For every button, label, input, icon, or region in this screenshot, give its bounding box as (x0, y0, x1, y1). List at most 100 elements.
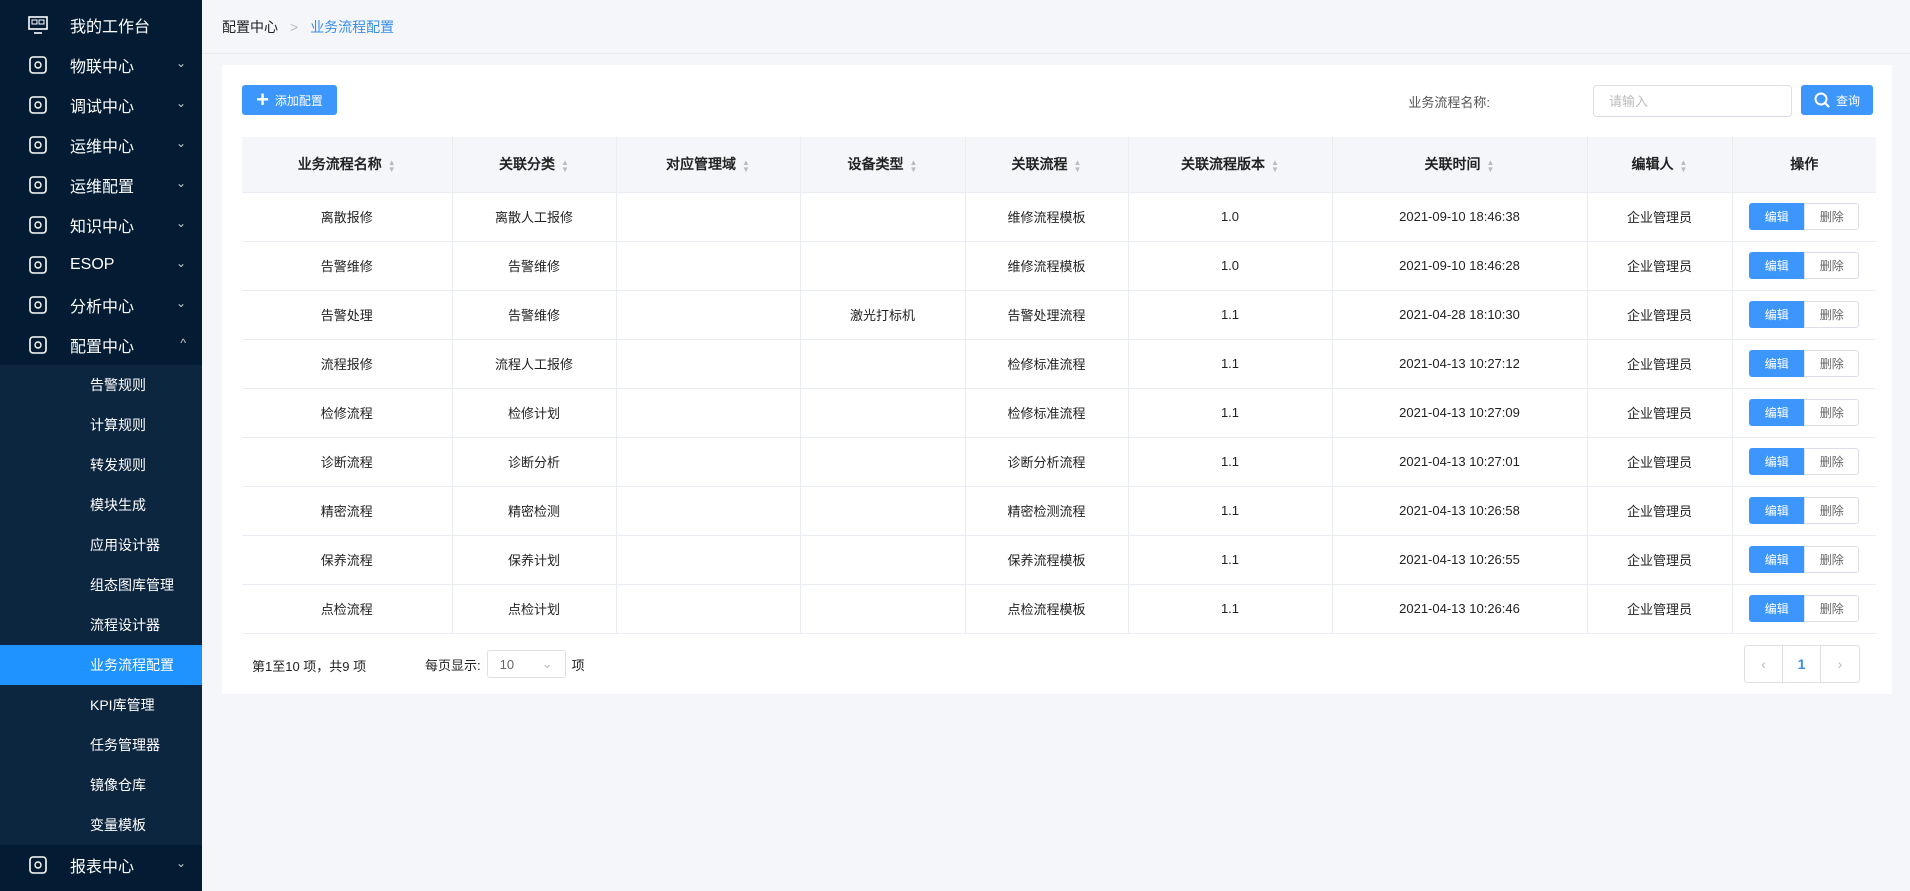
edit-button[interactable]: 编辑 (1749, 203, 1805, 230)
delete-button[interactable]: 删除 (1804, 350, 1860, 377)
sidebar-subitem[interactable]: 告警规则 (0, 365, 202, 405)
table-cell: 企业管理员 (1587, 241, 1733, 291)
sort-icon[interactable]: ▲ ▼ (387, 157, 396, 174)
search-input[interactable] (1593, 85, 1792, 117)
column-header[interactable]: 对应管理域 ▲ ▼ (616, 137, 801, 193)
page-1-button[interactable]: 1 (1783, 646, 1821, 682)
sort-icon[interactable]: ▲ ▼ (1679, 157, 1688, 174)
actions-cell: 编辑 删除 (1732, 388, 1876, 438)
edit-button[interactable]: 编辑 (1749, 399, 1805, 426)
column-header[interactable]: 关联时间 ▲ ▼ (1332, 137, 1588, 193)
sidebar-subitem[interactable]: 组态图库管理 (0, 565, 202, 605)
sidebar-item-label: 我的工作台 (70, 19, 151, 36)
delete-button[interactable]: 删除 (1804, 399, 1860, 426)
table-cell (616, 388, 801, 438)
table-cell: 企业管理员 (1587, 437, 1733, 487)
content-card: +添加配置 业务流程名称: 查询 业务流程名称▲▼关联分类▲▼对应管理域▲▼设备… (222, 65, 1892, 694)
table-cell: 流程报修 (242, 339, 453, 389)
table-cell (616, 339, 801, 389)
table-cell (616, 584, 801, 634)
table-cell: 点检流程模板 (965, 584, 1129, 634)
sort-icon[interactable]: ▲ ▼ (1486, 157, 1495, 174)
sidebar-item[interactable]: 调试中心 ⌄ (0, 85, 202, 125)
page-size-select[interactable]: 10 ⌄ (486, 650, 566, 678)
sidebar-item[interactable]: 我的工作台 (0, 5, 202, 45)
table-cell: 检修标准流程 (965, 339, 1129, 389)
table-cell: 2021-04-13 10:27:12 (1332, 339, 1588, 389)
sidebar-subitem[interactable]: 转发规则 (0, 445, 202, 485)
table-cell: 1.1 (1128, 486, 1333, 536)
sidebar-subitem[interactable]: 镜像仓库 (0, 765, 202, 805)
edit-button[interactable]: 编辑 (1749, 595, 1805, 622)
sidebar-subitem[interactable]: 业务流程配置 (0, 645, 202, 685)
column-header-label: 对应管理域 (666, 156, 737, 173)
sidebar-item[interactable]: ESOP ⌄ (0, 245, 202, 285)
sort-icon[interactable]: ▲ ▼ (742, 157, 750, 174)
delete-button[interactable]: 删除 (1804, 497, 1860, 524)
sidebar-subitem[interactable]: KPI库管理 (0, 685, 202, 725)
actions-cell: 编辑 删除 (1732, 339, 1876, 389)
actions-cell: 编辑 删除 (1732, 535, 1876, 585)
chevron-down-icon: ⌄ (175, 96, 186, 110)
table-cell: 告警维修 (452, 241, 617, 291)
table-cell (616, 192, 801, 242)
sidebar-subitem[interactable]: 变量模板 (0, 805, 202, 845)
column-header[interactable]: 关联流程版本 ▲ ▼ (1128, 137, 1333, 193)
delete-button[interactable]: 删除 (1804, 546, 1860, 573)
sidebar-item-label: 配置中心 (70, 339, 135, 356)
column-header[interactable]: 关联分类 ▲ ▼ (452, 137, 617, 193)
table-cell (800, 339, 966, 389)
sidebar-item[interactable]: 配置中心 ^ (0, 325, 202, 365)
sidebar-item[interactable]: 运维配置 ⌄ (0, 165, 202, 205)
table-cell: 企业管理员 (1587, 584, 1733, 634)
delete-button[interactable]: 删除 (1804, 252, 1860, 279)
column-header-label: 关联时间 (1424, 156, 1481, 173)
breadcrumb-parent[interactable]: 配置中心 (222, 18, 278, 35)
sidebar-subitem[interactable]: 计算规则 (0, 405, 202, 445)
delete-button[interactable]: 删除 (1804, 595, 1860, 622)
search-label: 业务流程名称: (1408, 95, 1490, 110)
sort-icon[interactable]: ▲ ▼ (909, 157, 918, 174)
actions-cell: 编辑 删除 (1732, 584, 1876, 634)
table-cell: 精密检测 (452, 486, 617, 536)
sidebar-item[interactable]: 物联中心 ⌄ (0, 45, 202, 85)
sort-icon[interactable]: ▲ ▼ (561, 157, 569, 174)
query-button[interactable]: 查询 (1801, 85, 1873, 115)
sidebar-subitem[interactable]: 任务管理器 (0, 725, 202, 765)
sort-icon[interactable]: ▲ ▼ (1073, 157, 1082, 174)
edit-button[interactable]: 编辑 (1749, 497, 1805, 524)
edit-button[interactable]: 编辑 (1749, 350, 1805, 377)
column-header[interactable]: 设备类型 ▲ ▼ (800, 137, 966, 193)
sidebar-item[interactable]: 运维中心 ⌄ (0, 125, 202, 165)
sidebar-subitem[interactable]: 模块生成 (0, 485, 202, 525)
table-row: 检修流程 检修计划 检修标准流程 1.1 2021-04-13 10:27:09 企业管理… (242, 388, 1876, 438)
table-cell: 维修流程模板 (965, 241, 1129, 291)
sort-icon[interactable]: ▲ ▼ (1271, 157, 1279, 174)
delete-button[interactable]: 删除 (1804, 301, 1860, 328)
column-header[interactable]: 编辑人 ▲ ▼ (1587, 137, 1733, 193)
table-cell: 离散报修 (242, 192, 453, 242)
column-header-label: 关联流程 (1011, 156, 1068, 173)
edit-button[interactable]: 编辑 (1749, 546, 1805, 573)
table-cell (800, 388, 966, 438)
column-header-label: 关联分类 (499, 156, 556, 173)
next-page-button[interactable]: › (1837, 656, 1843, 672)
edit-button[interactable]: 编辑 (1749, 301, 1805, 328)
delete-button[interactable]: 删除 (1804, 203, 1860, 230)
sidebar-subitem[interactable]: 应用设计器 (0, 525, 202, 565)
table-row: 保养流程 保养计划 保养流程模板 1.1 2021-04-13 10:26:55 企业管理… (242, 535, 1876, 585)
column-header[interactable]: 业务流程名称 ▲ ▼ (242, 137, 453, 193)
edit-button[interactable]: 编辑 (1749, 252, 1805, 279)
sidebar-item[interactable]: 报表中心 ⌄ (0, 845, 202, 885)
sidebar-item[interactable]: 知识中心 ⌄ (0, 205, 202, 245)
chevron-down-icon: ⌄ (175, 216, 186, 230)
delete-button[interactable]: 删除 (1804, 448, 1860, 475)
edit-button[interactable]: 编辑 (1749, 448, 1805, 475)
table-cell (800, 486, 966, 536)
prev-page-button[interactable]: ‹ (1745, 646, 1783, 682)
page-size-label: 每页显示: (425, 657, 481, 673)
add-config-button[interactable]: + 添加配置 (242, 85, 337, 115)
sidebar-item[interactable]: 分析中心 ⌄ (0, 285, 202, 325)
sidebar-subitem[interactable]: 流程设计器 (0, 605, 202, 645)
column-header[interactable]: 关联流程 ▲ ▼ (965, 137, 1129, 193)
